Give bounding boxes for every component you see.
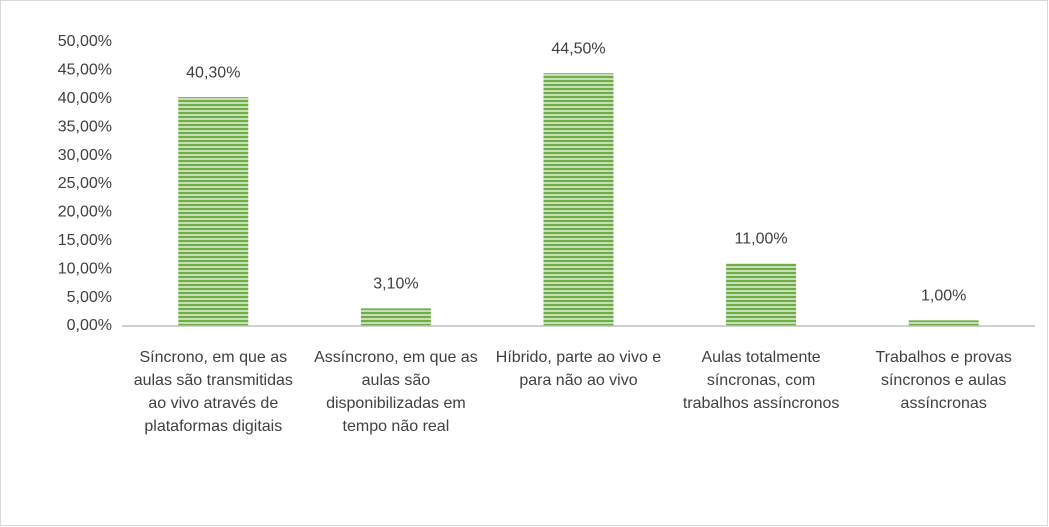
y-tick-label: 0,00% bbox=[67, 317, 112, 334]
y-tick-label: 50,00% bbox=[58, 33, 112, 50]
bar bbox=[908, 320, 979, 326]
y-tick-label: 45,00% bbox=[58, 62, 112, 79]
value-label: 11,00% bbox=[735, 231, 788, 248]
value-label: 3,10% bbox=[373, 276, 418, 293]
y-tick-label: 5,00% bbox=[67, 289, 112, 306]
bar bbox=[360, 308, 431, 326]
y-tick-label: 30,00% bbox=[58, 147, 112, 164]
y-tick-label: 25,00% bbox=[58, 175, 112, 192]
value-label: 40,30% bbox=[186, 64, 240, 81]
y-tick-label: 20,00% bbox=[58, 204, 112, 221]
y-tick-label: 35,00% bbox=[58, 118, 112, 135]
bar bbox=[178, 97, 249, 326]
x-tick-label: Aulas totalmente síncronas, com trabalho… bbox=[682, 349, 840, 412]
bar bbox=[726, 263, 797, 326]
y-tick-label: 15,00% bbox=[58, 232, 112, 249]
y-tick-label: 40,00% bbox=[58, 90, 112, 107]
value-label: 1,00% bbox=[921, 288, 966, 305]
x-tick-label: Híbrido, parte ao vivo e para não ao viv… bbox=[495, 349, 662, 389]
x-tick-label: Assíncrono, em que as aulas são disponib… bbox=[314, 349, 478, 435]
value-label: 44,50% bbox=[551, 40, 605, 57]
bar bbox=[543, 73, 614, 327]
x-tick-label: Trabalhos e provas síncronos e aulas ass… bbox=[875, 349, 1012, 412]
y-tick-label: 10,00% bbox=[58, 260, 112, 277]
x-tick-label: Síncrono, em que as aulas são transmitid… bbox=[133, 349, 293, 435]
